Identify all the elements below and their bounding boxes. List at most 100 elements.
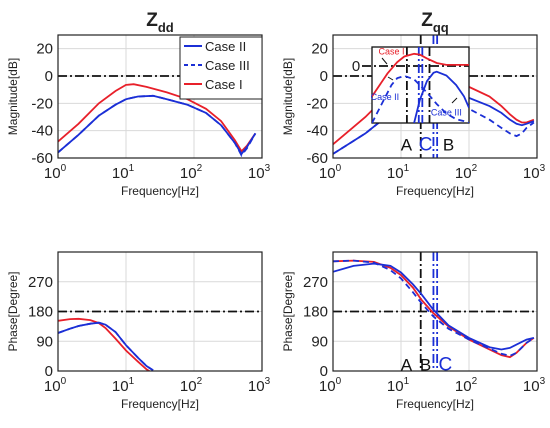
y-tick-label-1: -40 bbox=[306, 123, 328, 140]
x-tick-base: 10 bbox=[319, 378, 336, 395]
annotation-1: C bbox=[419, 134, 433, 155]
x-tick-exponent: 1 bbox=[129, 376, 135, 387]
y-tick-label-1: 90 bbox=[311, 333, 328, 350]
inset-label-1: Case II bbox=[371, 92, 400, 102]
chart-title-main: Z bbox=[146, 10, 158, 31]
y-tick-label-3: 270 bbox=[28, 274, 53, 291]
x-tick-base: 10 bbox=[112, 378, 129, 395]
x-tick-exponent: 2 bbox=[197, 163, 203, 174]
y-tick-label-3: 270 bbox=[303, 274, 328, 291]
x-axis-label: Frequency[Hz] bbox=[396, 184, 474, 198]
x-tick-label-0: 100 bbox=[319, 376, 342, 395]
chart-title-main: Z bbox=[421, 10, 433, 31]
x-tick-label-1: 101 bbox=[387, 163, 410, 182]
x-tick-exponent: 3 bbox=[265, 376, 271, 387]
x-tick-label-0: 100 bbox=[44, 376, 67, 395]
x-tick-label-1: 101 bbox=[387, 376, 410, 395]
x-tick-exponent: 0 bbox=[61, 163, 67, 174]
y-tick-label-0: 0 bbox=[320, 363, 328, 380]
x-axis-label: Frequency[Hz] bbox=[121, 184, 199, 198]
x-tick-base: 10 bbox=[44, 378, 61, 395]
x-tick-base: 10 bbox=[387, 378, 404, 395]
x-tick-label-0: 100 bbox=[319, 163, 342, 182]
x-tick-base: 10 bbox=[455, 378, 472, 395]
chart-title: Zdd bbox=[146, 10, 174, 35]
x-tick-label-2: 102 bbox=[455, 376, 478, 395]
x-tick-exponent: 3 bbox=[540, 163, 546, 174]
x-tick-base: 10 bbox=[180, 378, 197, 395]
inset-series-case1-line bbox=[372, 52, 469, 97]
x-tick-exponent: 2 bbox=[197, 376, 203, 387]
x-tick-base: 10 bbox=[523, 378, 540, 395]
x-tick-label-1: 101 bbox=[112, 163, 135, 182]
y-axis-label: Magnitude[dB] bbox=[6, 58, 20, 135]
x-tick-base: 10 bbox=[112, 165, 129, 182]
y-axis-label: Phase[Degree] bbox=[281, 271, 295, 351]
y-tick-label-3: 0 bbox=[45, 68, 53, 85]
x-tick-label-3: 103 bbox=[523, 376, 546, 395]
x-tick-base: 10 bbox=[248, 378, 265, 395]
chart-zqq_phase: 100 101 102 103090180270Frequency[Hz]Phase[… bbox=[281, 251, 546, 411]
annotation-2: B bbox=[443, 135, 454, 154]
y-tick-label-2: -20 bbox=[31, 95, 53, 112]
inset-pointer-arrow-2 bbox=[451, 97, 458, 104]
y-tick-label-4: 20 bbox=[36, 41, 53, 58]
x-tick-exponent: 1 bbox=[404, 376, 410, 387]
chart-zqq_mag: 100 101 102 103-60-40-20020Frequency[Hz]Mag… bbox=[281, 10, 546, 198]
inset-zoom: 0 Case I Case II Case III bbox=[352, 46, 470, 124]
x-axis-label: Frequency[Hz] bbox=[396, 397, 474, 411]
x-tick-base: 10 bbox=[248, 165, 265, 182]
y-tick-label-0: -60 bbox=[31, 150, 53, 167]
legend: Case II Case III Case I bbox=[179, 36, 263, 100]
y-tick-label-2: -20 bbox=[306, 95, 328, 112]
x-tick-label-3: 103 bbox=[523, 163, 546, 182]
legend-box bbox=[179, 36, 263, 100]
x-tick-base: 10 bbox=[455, 165, 472, 182]
chart-title-subscript: qq bbox=[433, 20, 449, 35]
y-tick-label-0: -60 bbox=[306, 150, 328, 167]
y-tick-label-1: -40 bbox=[31, 123, 53, 140]
annotation-0: A bbox=[401, 135, 413, 154]
axes-frame bbox=[332, 34, 538, 159]
x-tick-label-1: 101 bbox=[112, 376, 135, 395]
axes-frame bbox=[57, 251, 263, 372]
x-tick-label-2: 102 bbox=[180, 376, 203, 395]
y-tick-label-2: 180 bbox=[28, 304, 53, 321]
y-tick-label-0: 0 bbox=[45, 363, 53, 380]
y-axis-label: Phase[Degree] bbox=[6, 271, 20, 351]
series-case2-line bbox=[333, 262, 535, 351]
x-tick-label-0: 100 bbox=[44, 163, 67, 182]
annotation-2: C bbox=[439, 354, 453, 375]
x-tick-exponent: 3 bbox=[540, 376, 546, 387]
y-tick-label-3: 0 bbox=[320, 68, 328, 85]
y-tick-label-2: 180 bbox=[303, 304, 328, 321]
inset-frame bbox=[371, 46, 470, 124]
axes-frame bbox=[332, 251, 538, 372]
x-tick-exponent: 1 bbox=[129, 163, 135, 174]
series-case3-line bbox=[333, 259, 535, 357]
y-axis-label: Magnitude[dB] bbox=[281, 58, 295, 135]
inset-label-0: Case I bbox=[378, 47, 404, 57]
x-tick-exponent: 2 bbox=[472, 163, 478, 174]
y-tick-label-1: 90 bbox=[36, 333, 53, 350]
x-tick-exponent: 0 bbox=[336, 376, 342, 387]
x-tick-base: 10 bbox=[319, 165, 336, 182]
legend-label-0: Case II bbox=[205, 39, 246, 54]
inset-zero-label: 0 bbox=[352, 58, 360, 75]
x-tick-exponent: 1 bbox=[404, 163, 410, 174]
x-tick-base: 10 bbox=[387, 165, 404, 182]
chart-zdd_phase: 100 101 102 103090180270Frequency[Hz]Phase[… bbox=[6, 251, 271, 411]
x-axis-label: Frequency[Hz] bbox=[121, 397, 199, 411]
inset-label-2: Case III bbox=[431, 107, 462, 117]
x-tick-base: 10 bbox=[180, 165, 197, 182]
legend-label-1: Case III bbox=[205, 58, 250, 73]
series-case3-line bbox=[58, 94, 257, 157]
x-tick-label-2: 102 bbox=[455, 163, 478, 182]
x-tick-exponent: 0 bbox=[61, 376, 67, 387]
annotation-1: B bbox=[420, 355, 431, 374]
x-tick-label-3: 103 bbox=[248, 376, 271, 395]
inset-pointer-arrow-1 bbox=[387, 76, 394, 81]
chart-zdd_mag: 100 101 102 103-60-40-20020Frequency[Hz]Mag… bbox=[6, 10, 271, 198]
x-tick-base: 10 bbox=[523, 165, 540, 182]
